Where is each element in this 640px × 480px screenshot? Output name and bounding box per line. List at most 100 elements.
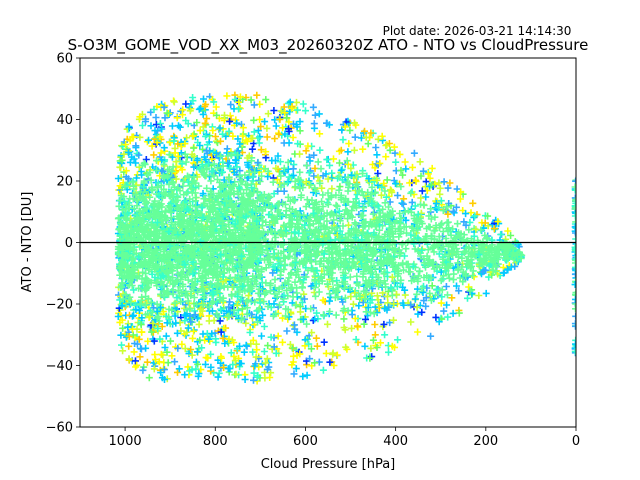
data-point <box>340 315 348 323</box>
data-point <box>427 181 435 189</box>
data-point <box>142 115 150 123</box>
data-point <box>288 104 296 112</box>
data-point <box>218 354 225 362</box>
data-point <box>173 329 181 337</box>
data-points <box>114 91 576 385</box>
data-point <box>437 197 445 205</box>
data-point <box>212 103 220 111</box>
data-point <box>277 107 285 115</box>
data-point <box>339 136 347 144</box>
data-point <box>279 124 287 132</box>
data-point <box>352 336 360 343</box>
data-point <box>310 120 318 128</box>
data-point <box>319 366 327 374</box>
data-point <box>311 111 319 119</box>
data-point <box>225 127 233 135</box>
data-point <box>229 132 237 140</box>
data-point <box>132 357 139 365</box>
data-point <box>475 292 483 299</box>
data-point <box>202 360 209 368</box>
data-point <box>391 149 399 157</box>
data-point <box>203 115 211 123</box>
data-point <box>126 137 134 145</box>
data-point <box>316 130 324 138</box>
data-point <box>174 368 181 376</box>
data-point <box>190 144 198 152</box>
data-point <box>182 100 190 108</box>
data-point <box>345 140 353 148</box>
data-point <box>232 116 240 124</box>
data-point <box>360 320 368 328</box>
data-point <box>193 348 201 356</box>
data-point <box>202 354 210 362</box>
data-point <box>262 96 270 104</box>
data-point <box>173 114 181 122</box>
data-point <box>371 321 379 328</box>
data-point <box>296 127 304 135</box>
data-point <box>291 325 299 333</box>
data-point <box>201 119 209 127</box>
data-point <box>311 315 319 323</box>
data-point <box>135 335 143 343</box>
data-point <box>333 351 341 359</box>
data-point <box>217 328 225 336</box>
data-point <box>160 103 168 111</box>
data-point <box>162 332 170 340</box>
data-point <box>199 123 207 131</box>
data-point <box>248 145 256 153</box>
data-point <box>386 319 394 327</box>
data-point <box>261 118 269 126</box>
data-point <box>210 98 218 106</box>
data-point <box>233 119 241 127</box>
data-point <box>294 140 302 148</box>
data-point <box>413 303 421 311</box>
data-point <box>240 348 248 356</box>
data-point <box>249 134 257 142</box>
data-point <box>139 122 146 129</box>
data-point <box>189 334 197 342</box>
data-point <box>272 164 280 172</box>
data-point <box>174 344 182 352</box>
data-point <box>470 273 478 281</box>
data-point <box>464 294 471 302</box>
data-point <box>264 110 272 118</box>
data-point <box>275 130 283 138</box>
data-point <box>285 139 293 147</box>
data-point <box>219 130 226 138</box>
data-point <box>381 331 389 339</box>
data-point <box>484 212 492 220</box>
data-point <box>236 140 244 148</box>
data-point <box>392 180 399 188</box>
data-point <box>481 219 489 227</box>
data-point <box>309 316 317 324</box>
data-point <box>212 338 220 346</box>
data-point <box>276 158 284 166</box>
data-point <box>446 179 454 187</box>
data-point <box>465 283 473 291</box>
data-point <box>296 118 304 126</box>
data-point <box>132 142 140 150</box>
data-point <box>205 335 213 343</box>
data-point <box>195 105 203 113</box>
data-point <box>364 140 372 148</box>
data-point <box>161 376 168 383</box>
data-point <box>374 170 382 177</box>
data-point <box>348 324 356 332</box>
data-point <box>283 327 291 335</box>
data-point <box>187 346 195 353</box>
data-point <box>270 343 278 351</box>
data-point <box>330 362 338 369</box>
data-point <box>253 346 261 354</box>
data-point <box>220 364 228 371</box>
data-point <box>184 363 192 371</box>
data-point <box>212 133 219 140</box>
data-point <box>155 358 163 366</box>
data-point <box>247 96 255 104</box>
data-point <box>380 180 388 187</box>
data-point <box>137 345 145 353</box>
data-point <box>250 128 258 136</box>
data-point <box>471 212 479 220</box>
data-point <box>330 155 337 163</box>
data-point <box>139 366 147 374</box>
data-point <box>224 365 232 373</box>
